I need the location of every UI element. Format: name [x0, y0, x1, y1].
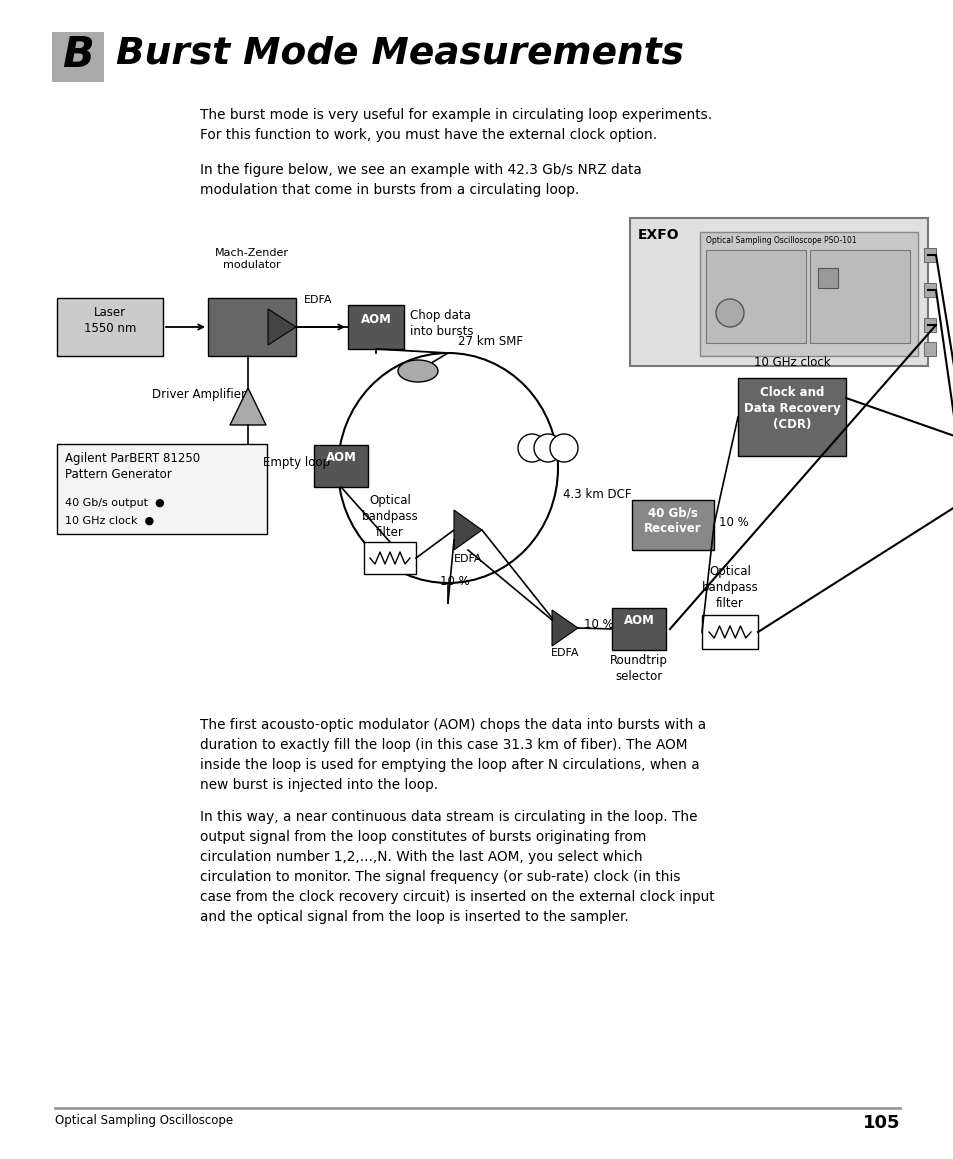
- Text: 10 %: 10 %: [583, 618, 613, 630]
- Text: In this way, a near continuous data stream is circulating in the loop. The
outpu: In this way, a near continuous data stre…: [200, 810, 714, 924]
- Bar: [700, 232, 917, 356]
- Polygon shape: [454, 510, 481, 551]
- Bar: [817, 268, 837, 287]
- Text: 10 %: 10 %: [719, 516, 748, 529]
- Polygon shape: [552, 610, 578, 646]
- Circle shape: [534, 433, 561, 462]
- Bar: [738, 378, 845, 455]
- Bar: [57, 444, 267, 534]
- Text: EDFA: EDFA: [303, 296, 332, 305]
- Text: 4.3 km DCF: 4.3 km DCF: [562, 488, 631, 501]
- Bar: [629, 218, 927, 366]
- Text: 10 GHz clock  ●: 10 GHz clock ●: [65, 516, 154, 526]
- Text: Optical Sampling Oscilloscope: Optical Sampling Oscilloscope: [55, 1114, 233, 1127]
- Text: Empty loop: Empty loop: [263, 455, 330, 469]
- Text: Clock and
Data Recovery
(CDR): Clock and Data Recovery (CDR): [742, 386, 840, 431]
- Polygon shape: [230, 388, 266, 425]
- Bar: [348, 305, 403, 349]
- Text: Driver Amplifier: Driver Amplifier: [152, 388, 246, 401]
- Bar: [923, 318, 935, 331]
- Text: AOM: AOM: [325, 451, 356, 464]
- Polygon shape: [268, 309, 295, 345]
- Bar: [208, 298, 295, 356]
- Text: EDFA: EDFA: [550, 648, 578, 658]
- Text: Agilent ParBERT 81250
Pattern Generator: Agilent ParBERT 81250 Pattern Generator: [65, 452, 200, 481]
- Text: EDFA: EDFA: [454, 554, 482, 564]
- Text: 40 Gb/s output  ●: 40 Gb/s output ●: [65, 498, 165, 508]
- Text: 105: 105: [862, 1114, 899, 1132]
- Text: 10 GHz clock: 10 GHz clock: [753, 356, 829, 369]
- Bar: [364, 542, 416, 574]
- Ellipse shape: [397, 360, 437, 382]
- Text: AOM: AOM: [360, 313, 391, 326]
- Text: Burst Mode Measurements: Burst Mode Measurements: [116, 36, 683, 72]
- Bar: [923, 342, 935, 356]
- Circle shape: [716, 299, 743, 327]
- Bar: [612, 608, 665, 650]
- Bar: [57, 298, 163, 356]
- Text: EXFO: EXFO: [638, 228, 679, 242]
- Text: Chop data
into bursts: Chop data into bursts: [410, 309, 473, 338]
- Text: 10 %: 10 %: [439, 575, 470, 588]
- Text: In the figure below, we see an example with 42.3 Gb/s NRZ data
modulation that c: In the figure below, we see an example w…: [200, 163, 641, 197]
- Bar: [809, 250, 909, 343]
- Bar: [52, 32, 104, 82]
- Bar: [923, 248, 935, 262]
- Text: 40 Gb/s
Receiver: 40 Gb/s Receiver: [643, 506, 701, 535]
- Text: Roundtrip
selector: Roundtrip selector: [609, 654, 667, 683]
- Text: AOM: AOM: [623, 614, 654, 627]
- Circle shape: [550, 433, 578, 462]
- Text: 27 km SMF: 27 km SMF: [457, 335, 522, 348]
- Circle shape: [517, 433, 545, 462]
- Text: Mach-Zender
modulator: Mach-Zender modulator: [214, 248, 289, 270]
- Text: The first acousto-optic modulator (AOM) chops the data into bursts with a
durati: The first acousto-optic modulator (AOM) …: [200, 717, 705, 792]
- Bar: [314, 445, 368, 487]
- Text: Optical Sampling Oscilloscope PSO-101: Optical Sampling Oscilloscope PSO-101: [705, 236, 856, 245]
- Text: Optical
bandpass
filter: Optical bandpass filter: [700, 564, 758, 610]
- Bar: [923, 283, 935, 297]
- Text: Optical
bandpass
filter: Optical bandpass filter: [361, 494, 418, 539]
- Bar: [631, 500, 713, 551]
- Bar: [705, 250, 805, 343]
- Text: Laser
1550 nm: Laser 1550 nm: [84, 306, 136, 335]
- Bar: [701, 615, 758, 649]
- Text: The burst mode is very useful for example in circulating loop experiments.
For t: The burst mode is very useful for exampl…: [200, 108, 711, 143]
- Text: B: B: [62, 34, 93, 76]
